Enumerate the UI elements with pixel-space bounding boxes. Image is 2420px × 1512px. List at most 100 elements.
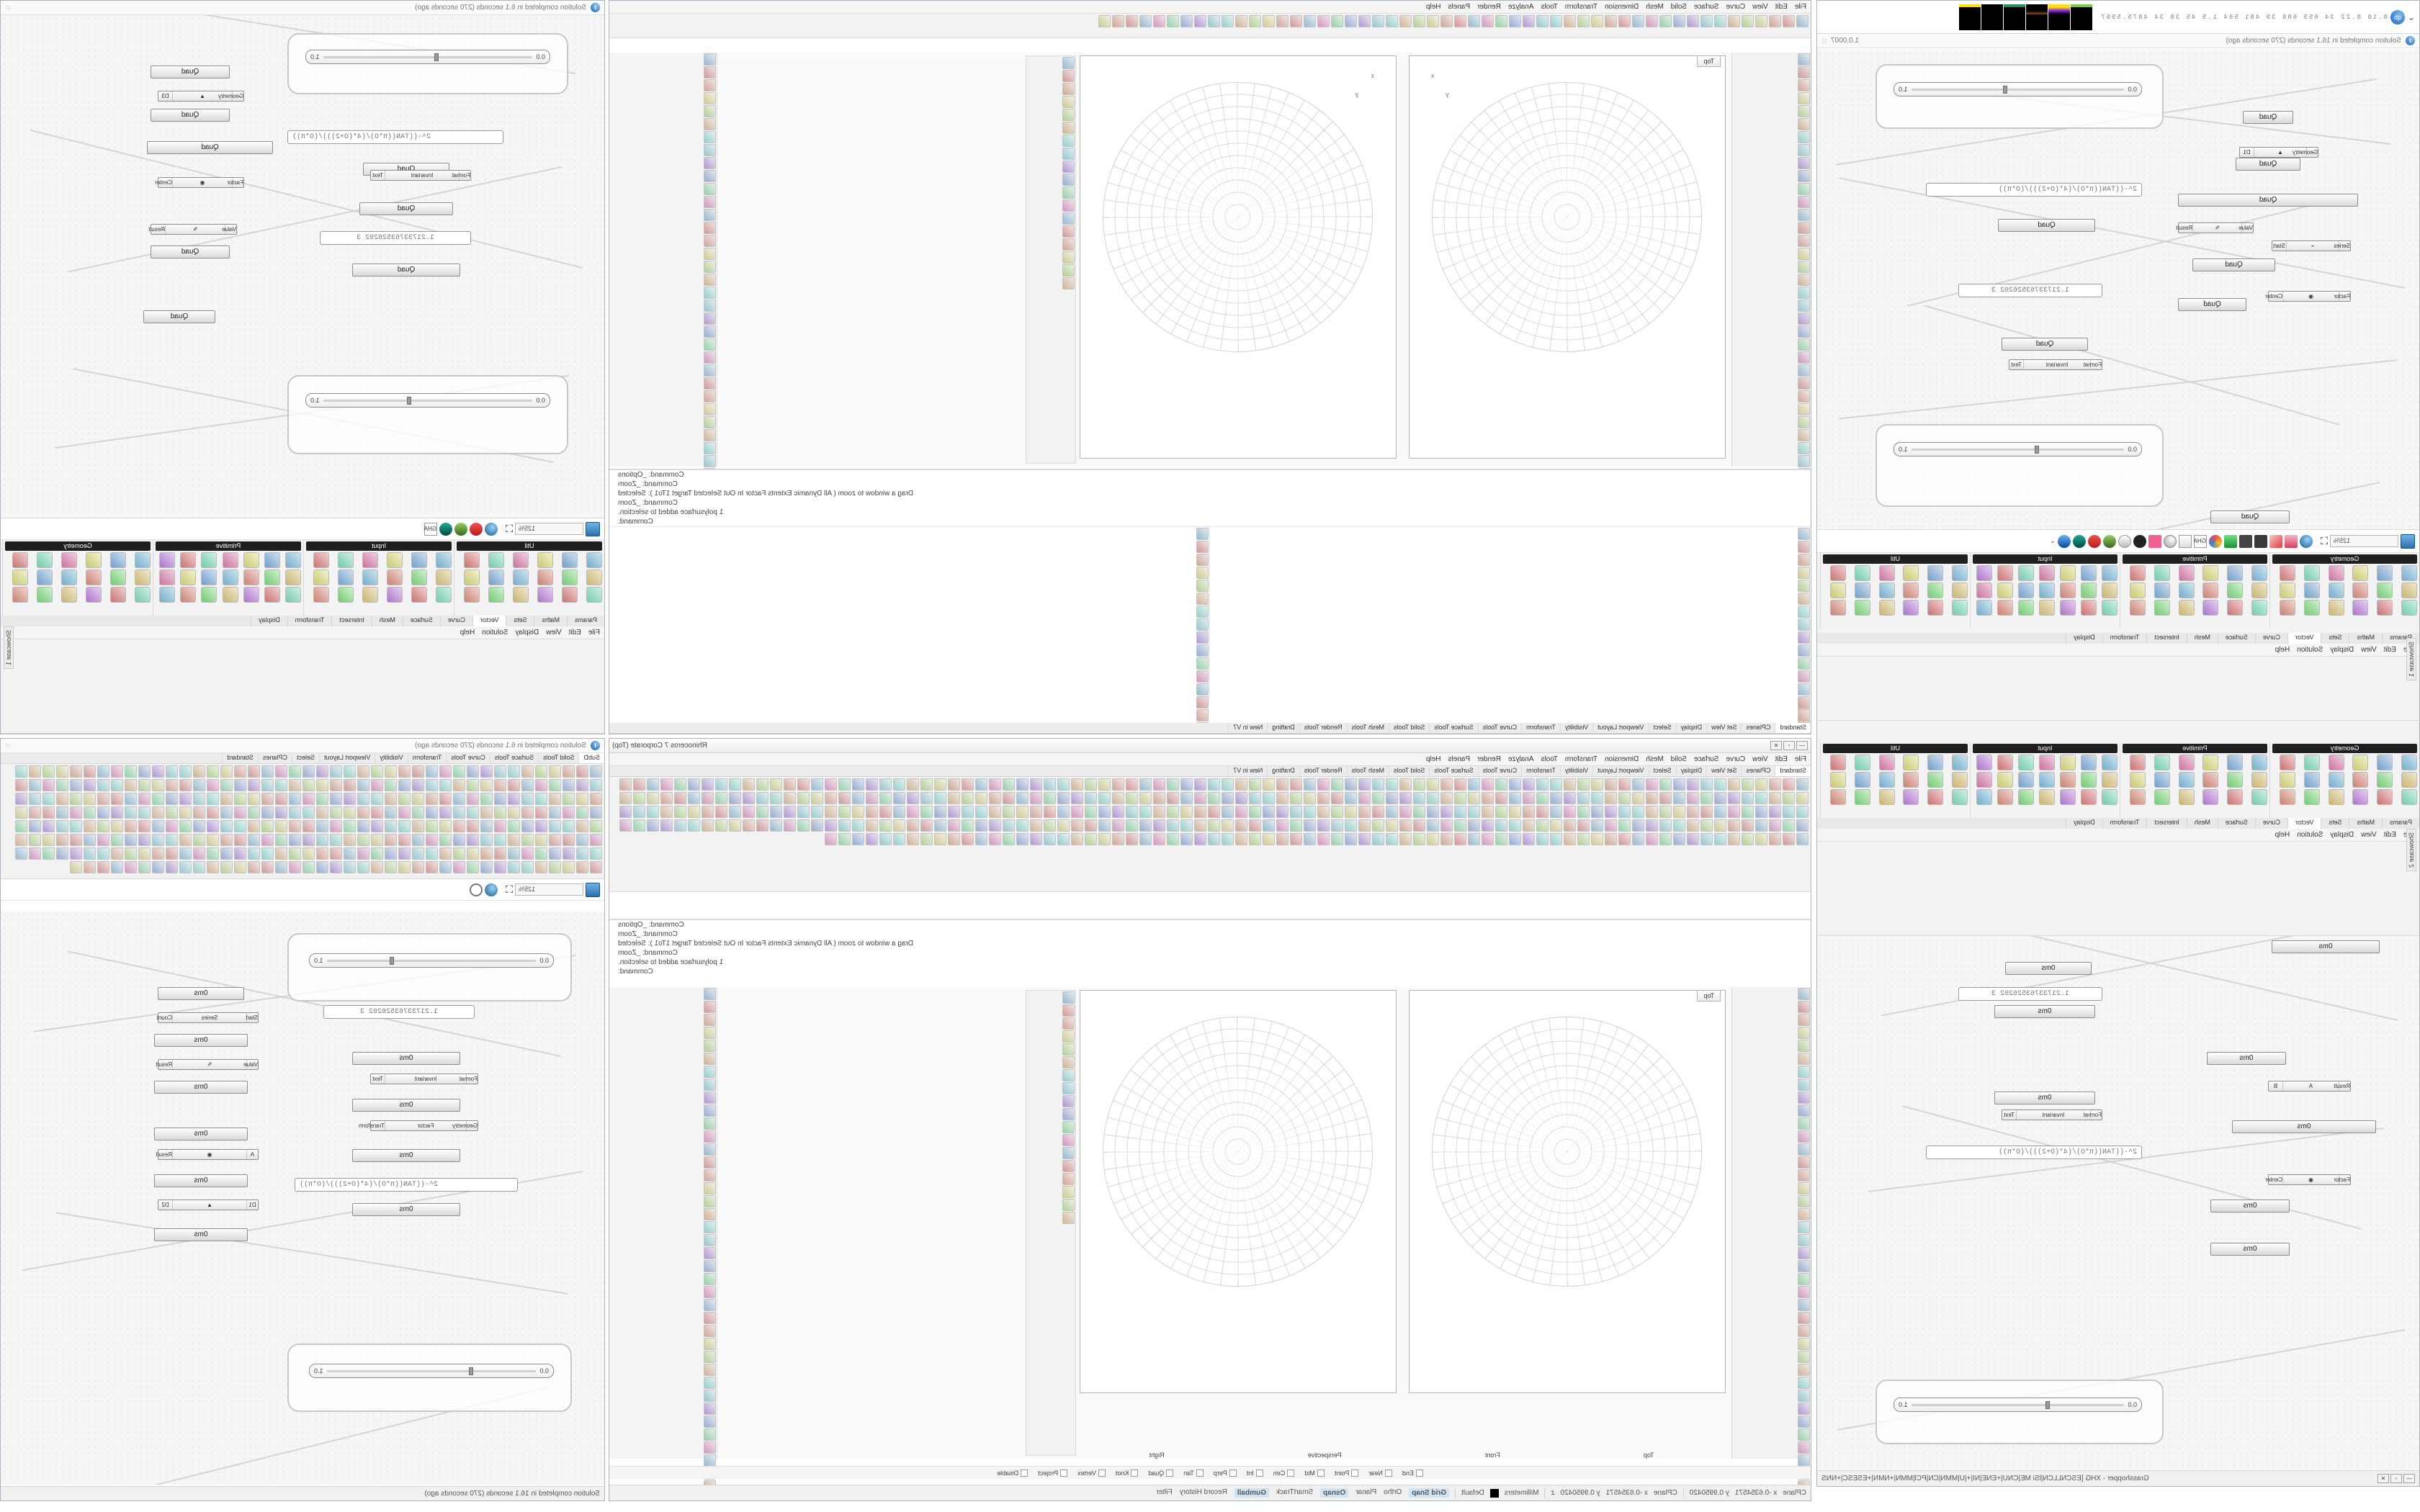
rhino-tool-icon[interactable] — [704, 92, 716, 104]
rhino-tool-icon[interactable] — [521, 820, 534, 832]
rhino-tool-icon[interactable] — [1290, 833, 1302, 845]
menu-item-tools[interactable]: Tools — [1541, 3, 1558, 11]
rhino-tool-icon[interactable] — [866, 806, 878, 818]
component-icon[interactable] — [264, 570, 280, 585]
rhino-tool-icon[interactable] — [480, 834, 493, 846]
component-icon[interactable] — [2352, 772, 2369, 788]
rhino-tool-icon[interactable] — [248, 793, 260, 805]
rhino-tool-icon[interactable] — [715, 778, 727, 791]
node-body[interactable]: A — [2308, 1083, 2313, 1089]
component-icon[interactable] — [135, 570, 151, 585]
rhino-tool-icon[interactable] — [1673, 833, 1685, 845]
rhino-tool-icon[interactable] — [1673, 778, 1685, 791]
rhino-tool-icon[interactable] — [1413, 778, 1425, 791]
component-icon[interactable] — [2154, 600, 2170, 616]
node-input-pin[interactable]: Value — [222, 225, 236, 234]
rhino-tool-icon[interactable] — [704, 1014, 716, 1026]
rhino-tool-icon[interactable] — [1509, 792, 1521, 804]
rhino-tool-icon[interactable] — [1700, 778, 1713, 791]
component-icon[interactable] — [586, 570, 602, 585]
rhino-tool-icon[interactable] — [207, 847, 219, 860]
gh-tabbar-2[interactable]: Params Maths Sets Vector Curve Surface Mesh Int… — [1817, 818, 2419, 829]
rhino-tool-icon[interactable] — [704, 1040, 716, 1052]
component-icon[interactable] — [2279, 755, 2295, 770]
rhino-tool-icon[interactable] — [563, 820, 575, 832]
rhino-tool-icon[interactable] — [704, 416, 716, 428]
component-icon[interactable] — [1976, 772, 1992, 788]
rhino-tool-icon[interactable] — [467, 765, 479, 778]
component-icon[interactable] — [513, 552, 529, 568]
component-icon[interactable] — [2081, 600, 2097, 616]
rhino-tool-icon[interactable] — [590, 779, 602, 791]
rhino-tool-icon[interactable] — [125, 765, 137, 778]
rhino-tool-icon[interactable] — [1249, 833, 1261, 845]
component-icon[interactable] — [2060, 772, 2076, 788]
menu-item-surface[interactable]: Surface — [1693, 755, 1719, 763]
rhino-tool-icon[interactable] — [1509, 15, 1521, 27]
rhino-tool-icon[interactable] — [1290, 15, 1302, 27]
rhino-tool-icon[interactable] — [1605, 833, 1617, 845]
rhino-tool-icon[interactable] — [1798, 1169, 1810, 1182]
rhino-tool-icon[interactable] — [1798, 222, 1810, 234]
gh-number-slider[interactable]: 0.0 1.0 — [1894, 1398, 2142, 1412]
menu-item-edit[interactable]: Edit — [1775, 3, 1788, 11]
component-icon[interactable] — [586, 587, 602, 603]
rhino-tool-icon[interactable] — [1550, 15, 1562, 27]
rhino-tool-icon[interactable] — [1632, 792, 1644, 804]
rhino-tool-icon[interactable] — [84, 820, 96, 832]
rhino-tool-icon[interactable] — [704, 1441, 716, 1454]
rhino-tool-icon[interactable] — [302, 861, 315, 873]
gh-tab-params[interactable]: Params — [2381, 818, 2419, 829]
rhino-tool-icon[interactable] — [1482, 778, 1494, 791]
node-body[interactable]: ◉ — [2308, 1176, 2313, 1183]
gh-tabbar-1[interactable]: Params Maths Sets Vector Curve Surface Mesh Int… — [1817, 633, 2419, 644]
rhino-tool-icon[interactable] — [1605, 792, 1617, 804]
node-input-pin[interactable]: Factor — [2334, 1175, 2350, 1184]
rhino-tool-icon[interactable] — [1482, 806, 1494, 818]
rhino-tool-icon[interactable] — [1399, 819, 1412, 832]
rhino-tool-icon[interactable] — [1208, 806, 1220, 818]
rhino-tool-icon[interactable] — [948, 792, 960, 804]
rhino-tool-icon[interactable] — [770, 792, 782, 804]
rhino-tool-icon[interactable] — [879, 833, 892, 845]
rhino-tool-icon[interactable] — [521, 806, 534, 819]
rhino-tool-icon[interactable] — [1755, 819, 1767, 832]
rhino-tool-icon[interactable] — [207, 779, 219, 791]
rhino-tool-icon[interactable] — [1605, 778, 1617, 791]
rhino-tool-icon[interactable] — [1180, 15, 1193, 27]
gh-component-oms[interactable]: 0ms — [352, 1149, 460, 1162]
menu-item-view[interactable]: View — [1752, 755, 1768, 763]
rhino-tool-icon[interactable] — [1605, 819, 1617, 832]
gh-number-panel[interactable]: 1.21733763526202 3 — [1958, 284, 2102, 297]
rhino-toolbar-tab-solid-tools[interactable]: Solid Tools — [1389, 766, 1430, 776]
rhino-tool-icon[interactable] — [111, 779, 123, 791]
rhino-tool-icon[interactable] — [42, 834, 55, 846]
rhino-tool-icon[interactable] — [371, 847, 383, 860]
gh-save-icon[interactable] — [2401, 534, 2415, 549]
rhino-tool-icon[interactable] — [770, 819, 782, 832]
rhino-tool-icon[interactable] — [1126, 792, 1138, 804]
rhino-osnap-bar[interactable]: End Near Point Mid Cen Int Perp Tan Quad Knot Vert… — [609, 1466, 1811, 1479]
rhino-tool-icon[interactable] — [704, 1260, 716, 1272]
component-icon[interactable] — [2178, 582, 2195, 598]
rhino-tool-icon[interactable] — [704, 1169, 716, 1182]
component-icon[interactable] — [1829, 772, 1846, 788]
rhino-tool-icon[interactable] — [811, 819, 823, 832]
gh-tab-curve[interactable]: Curve — [439, 616, 472, 626]
rhino-tool-icon[interactable] — [633, 778, 645, 791]
command-line-row[interactable]: Command: _Options — [618, 921, 684, 929]
rhino-tool-icon[interactable] — [398, 861, 411, 873]
rhino-tool-icon[interactable] — [1798, 1053, 1810, 1065]
component-icon[interactable] — [2401, 755, 2417, 770]
rhino-tool-icon[interactable] — [1372, 15, 1384, 27]
rhino-tool-icon[interactable] — [1798, 144, 1810, 156]
rhino-tool-icon[interactable] — [439, 861, 452, 873]
component-icon[interactable] — [1927, 755, 1944, 770]
rhino-tool-icon[interactable] — [1153, 15, 1165, 27]
component-icon[interactable] — [537, 570, 553, 585]
component-icon[interactable] — [1976, 600, 1992, 616]
menu-item-view[interactable]: View — [1752, 3, 1768, 11]
rhino-tool-icon[interactable] — [1317, 819, 1330, 832]
rhino-tool-icon[interactable] — [1798, 403, 1810, 415]
rhino-tool-icon[interactable] — [261, 806, 274, 819]
